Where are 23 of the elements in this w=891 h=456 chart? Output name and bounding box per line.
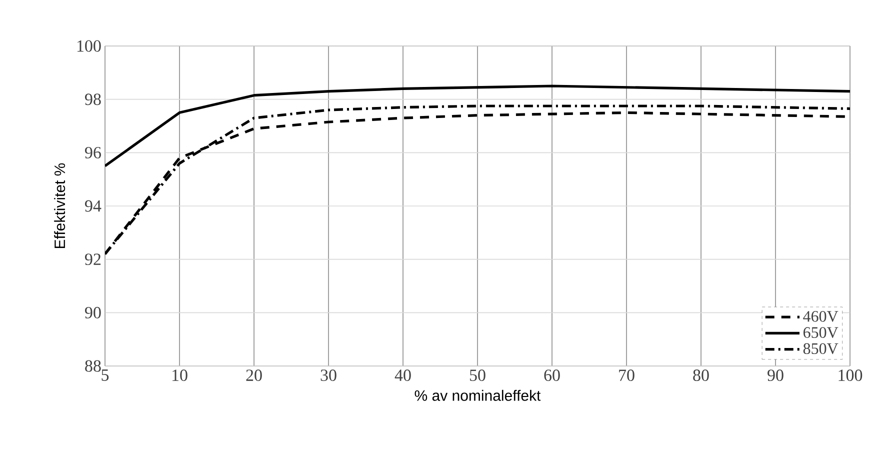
- x-tick-label: 100: [838, 370, 862, 382]
- x-tick-label: 90: [768, 370, 784, 382]
- legend-label: 850V: [803, 343, 838, 354]
- y-tick-label: 88: [85, 360, 101, 372]
- x-tick-label: 60: [544, 370, 560, 382]
- legend-label: 650V: [803, 327, 838, 338]
- y-axis-title: Effektivitet %: [54, 163, 66, 248]
- y-tick-label: 98: [85, 94, 101, 106]
- x-tick-label: 10: [172, 370, 188, 382]
- x-tick-label: 80: [693, 370, 709, 382]
- x-axis-title: % av nominaleffekt: [414, 390, 541, 401]
- x-tick-label: 5: [102, 370, 109, 381]
- y-tick-label: 94: [85, 200, 102, 212]
- legend-label: 460V: [803, 310, 838, 322]
- x-tick-label: 50: [470, 370, 486, 382]
- y-tick-label: 100: [77, 40, 101, 52]
- y-tick-label: 96: [85, 146, 101, 158]
- y-tick-label: 90: [85, 306, 101, 318]
- x-tick-label: 70: [619, 370, 634, 382]
- y-tick-label: 92: [85, 254, 101, 266]
- x-tick-label: 40: [394, 370, 411, 382]
- x-tick-label: 30: [320, 370, 336, 382]
- x-tick-label: 20: [246, 370, 262, 382]
